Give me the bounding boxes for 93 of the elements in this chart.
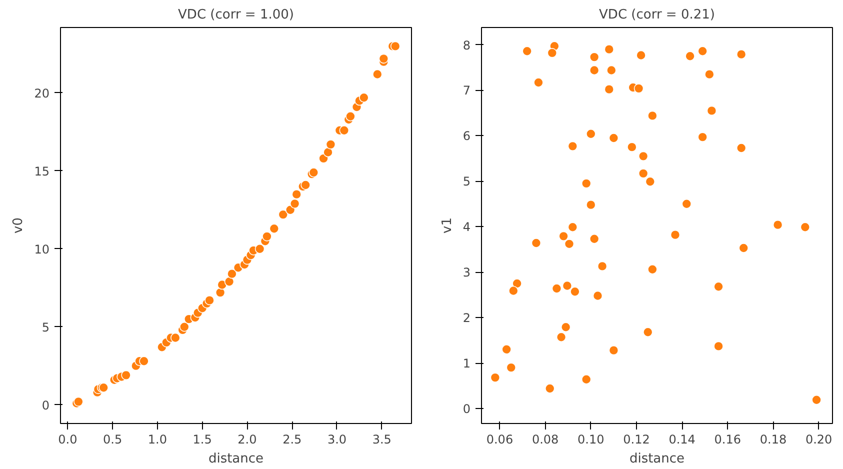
point [581, 178, 592, 188]
point [800, 222, 810, 232]
y-tick-label: 8 [462, 38, 471, 52]
y-tick-label: 2 [462, 311, 471, 326]
point [638, 151, 648, 162]
point [508, 286, 518, 296]
y-tick-label: 0 [42, 398, 50, 412]
point [772, 220, 783, 230]
point [570, 286, 580, 297]
y-axis-title: v0 [11, 218, 26, 234]
point [506, 362, 516, 372]
y-axis-title: v1 [440, 218, 455, 234]
point [562, 280, 572, 291]
chart-title: VDC (corr = 0.21) [599, 8, 715, 22]
x-axis-title: distance [208, 452, 264, 466]
y-tick-label: 10 [34, 242, 50, 256]
x-tick-label: 2.5 [282, 432, 302, 446]
point [534, 78, 544, 88]
point [608, 345, 619, 356]
point [531, 238, 542, 248]
point [812, 394, 822, 405]
y-tick-label: 0 [462, 402, 471, 416]
point [682, 199, 692, 209]
point [638, 168, 648, 178]
point [560, 322, 571, 332]
x-tick-label: 3.5 [372, 432, 392, 446]
point [642, 327, 653, 338]
point [714, 341, 724, 352]
x-tick-label: 0.5 [103, 432, 122, 446]
x-tick-label: 0.12 [623, 432, 650, 446]
x-tick-label: 3.0 [327, 432, 347, 446]
point [592, 290, 603, 301]
point [556, 332, 566, 342]
x-tick-label: 1.0 [148, 432, 168, 446]
y-tick-label: 5 [462, 174, 471, 189]
point [634, 84, 644, 94]
point [648, 110, 658, 121]
y-tick-label: 7 [462, 84, 471, 98]
point [685, 51, 695, 62]
point [648, 264, 658, 274]
x-tick-label: 0.16 [714, 432, 742, 446]
point [698, 132, 708, 142]
point [490, 372, 500, 382]
x-tick-label: 0.18 [760, 432, 787, 446]
point [552, 284, 562, 294]
x-tick-label: 2.0 [238, 432, 257, 446]
point [636, 50, 646, 60]
point [586, 200, 596, 210]
point [558, 231, 568, 242]
point [564, 239, 574, 249]
point [736, 143, 746, 153]
point [589, 234, 600, 244]
y-tick-label: 6 [462, 129, 471, 144]
point [597, 261, 608, 272]
point [606, 65, 616, 76]
point [670, 230, 680, 240]
x-tick-label: 0.14 [668, 432, 696, 446]
point [586, 128, 596, 139]
point [522, 46, 532, 56]
point [704, 69, 714, 80]
point [627, 142, 637, 152]
point [502, 344, 512, 354]
y-tick-label: 4 [462, 220, 471, 234]
point [604, 44, 614, 54]
point [608, 133, 619, 143]
point [714, 282, 724, 292]
point [589, 65, 600, 76]
x-tick-label: 0.10 [578, 432, 604, 446]
x-tick-label: 0.06 [486, 432, 514, 446]
x-axis-title: distance [629, 452, 685, 466]
point [568, 222, 578, 232]
point [645, 176, 656, 187]
y-tick-label: 5 [42, 320, 50, 334]
point [589, 52, 600, 62]
point [581, 374, 592, 384]
point [512, 278, 522, 288]
point [698, 46, 708, 56]
x-tick-label: 0.20 [805, 432, 832, 446]
chart-title: VDC (corr = 1.00) [178, 8, 294, 22]
y-tick-label: 1 [462, 356, 471, 371]
point [604, 84, 614, 94]
x-tick-label: 1.5 [192, 432, 212, 446]
x-tick-label: 0.0 [58, 432, 78, 446]
y-tick-label: 3 [462, 266, 471, 280]
x-tick-label: 0.08 [532, 432, 559, 446]
point [568, 141, 578, 152]
point [547, 48, 558, 58]
y-tick-label: 15 [34, 164, 50, 178]
point [736, 49, 746, 60]
point [738, 243, 749, 253]
y-tick-label: 20 [34, 86, 50, 100]
point [706, 106, 717, 116]
point [544, 384, 555, 394]
